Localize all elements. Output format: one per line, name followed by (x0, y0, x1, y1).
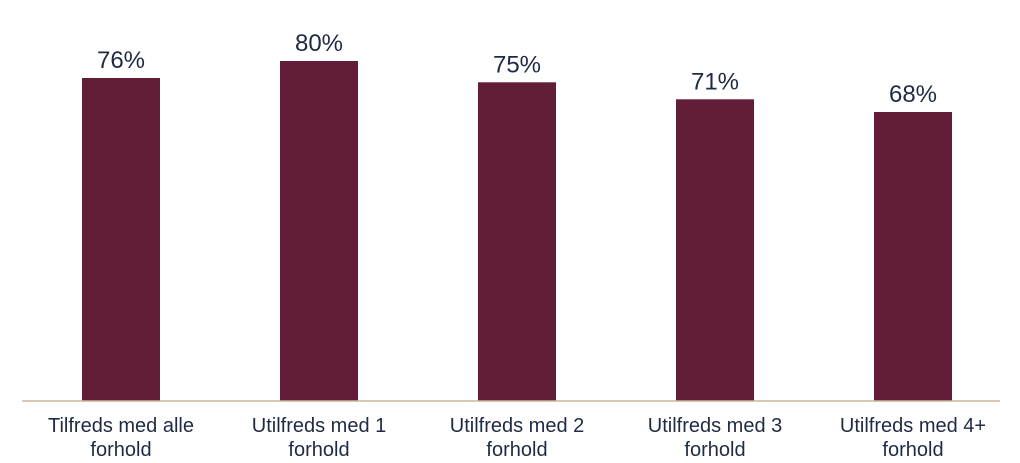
category-label-5-line-1: Utilfreds med 4+ (840, 415, 986, 437)
category-label-1-line-2: forhold (90, 439, 151, 461)
data-label-2: 80% (295, 30, 343, 57)
bars-layer (82, 61, 952, 402)
category-label-1-line-1: Tilfreds med alle (48, 415, 194, 437)
bar-4 (676, 99, 754, 402)
category-label-2-line-1: Utilfreds med 1 (252, 415, 387, 437)
bar-5 (874, 112, 952, 401)
bar-2 (280, 61, 358, 401)
data-label-3: 75% (493, 51, 541, 78)
category-label-3-line-1: Utilfreds med 2 (450, 415, 585, 437)
value-labels-layer: 76% 80% 75% 71% 68% (97, 30, 937, 108)
data-label-4: 71% (691, 68, 739, 95)
category-label-4-line-2: forhold (684, 439, 745, 461)
data-label-1: 76% (97, 47, 145, 74)
category-label-5-line-2: forhold (882, 439, 943, 461)
category-label-3-line-2: forhold (486, 439, 547, 461)
category-label-4-line-1: Utilfreds med 3 (648, 415, 783, 437)
bar-3 (478, 82, 556, 402)
data-label-5: 68% (889, 81, 937, 108)
bar-1 (82, 78, 160, 401)
category-label-2-line-2: forhold (288, 439, 349, 461)
